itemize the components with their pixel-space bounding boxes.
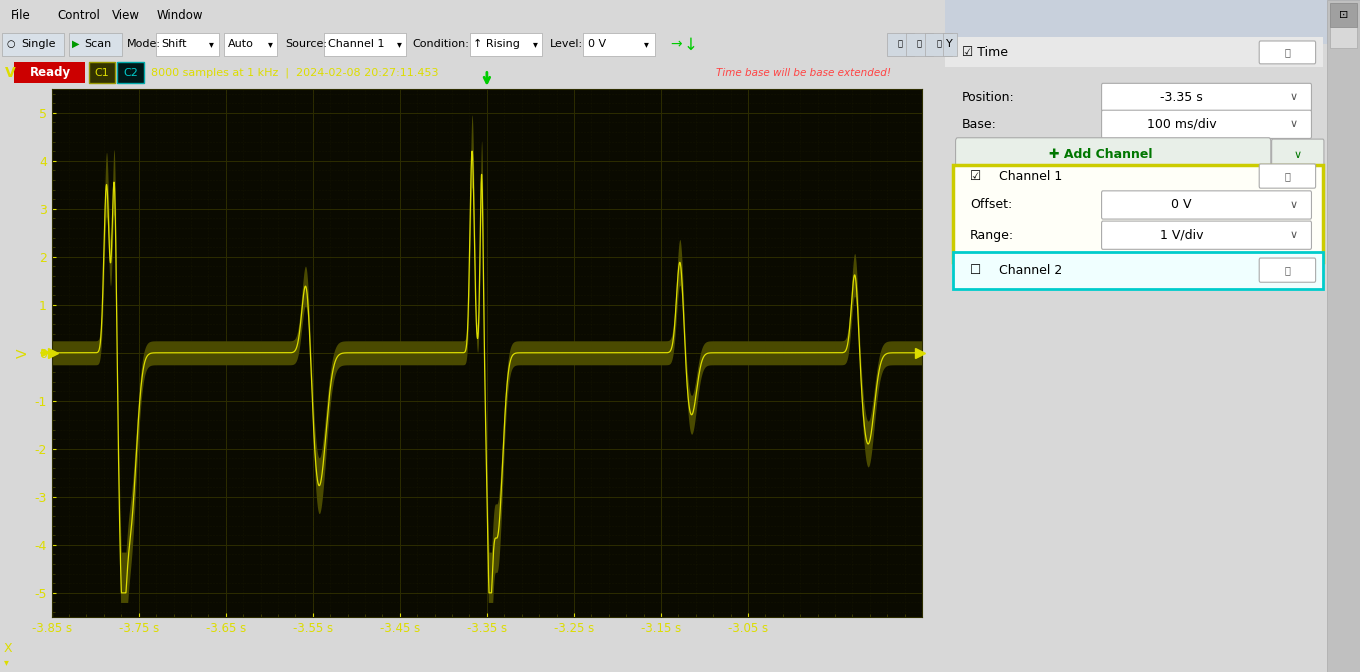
Text: Channel 1: Channel 1 xyxy=(328,39,385,49)
Text: 0 V: 0 V xyxy=(588,39,605,49)
Text: ▾: ▾ xyxy=(397,39,401,49)
Text: ☑ Time: ☑ Time xyxy=(962,46,1008,59)
Text: Single: Single xyxy=(22,39,56,49)
Text: C1: C1 xyxy=(95,68,109,77)
Text: File: File xyxy=(11,9,31,22)
Bar xyxy=(945,37,1323,67)
Text: Window: Window xyxy=(156,9,203,22)
Text: ▾: ▾ xyxy=(645,39,649,49)
Text: ∨: ∨ xyxy=(1293,150,1302,159)
Text: View: View xyxy=(112,9,140,22)
Text: 🔍: 🔍 xyxy=(898,40,903,48)
Text: C2: C2 xyxy=(122,68,137,77)
Text: Auto: Auto xyxy=(228,39,254,49)
FancyBboxPatch shape xyxy=(1330,5,1357,48)
FancyBboxPatch shape xyxy=(1259,258,1315,282)
Bar xyxy=(942,33,957,56)
Text: 👁: 👁 xyxy=(1284,48,1291,57)
Text: →: → xyxy=(670,38,681,52)
Text: ↓: ↓ xyxy=(683,36,698,54)
Bar xyxy=(117,62,144,83)
Text: 1 V/div: 1 V/div xyxy=(1160,228,1204,242)
Text: ∨: ∨ xyxy=(1289,93,1297,102)
Text: X: X xyxy=(4,642,12,655)
Bar xyxy=(887,33,914,56)
Bar xyxy=(953,252,1323,289)
Text: 8000 samples at 1 kHz  |  2024-02-08 20:27:11.453: 8000 samples at 1 kHz | 2024-02-08 20:27… xyxy=(151,67,439,78)
Text: Position:: Position: xyxy=(962,91,1015,104)
Text: 📷: 📷 xyxy=(917,40,922,48)
Bar xyxy=(324,33,405,56)
Text: 🖥: 🖥 xyxy=(936,40,941,48)
Text: 0 V: 0 V xyxy=(1171,198,1191,212)
Bar xyxy=(156,33,219,56)
FancyBboxPatch shape xyxy=(1272,139,1323,170)
FancyBboxPatch shape xyxy=(1102,110,1311,138)
Text: ∨: ∨ xyxy=(1289,120,1297,129)
Text: Offset:: Offset: xyxy=(970,198,1012,212)
Text: Ready: Ready xyxy=(30,66,71,79)
Text: Level:: Level: xyxy=(549,39,582,49)
Text: ▾: ▾ xyxy=(533,39,539,49)
Text: Channel 1: Channel 1 xyxy=(1000,169,1062,183)
Text: 100 ms/div: 100 ms/div xyxy=(1146,118,1216,131)
Text: ☑: ☑ xyxy=(970,169,982,183)
Text: ▾: ▾ xyxy=(4,657,8,667)
FancyBboxPatch shape xyxy=(1259,164,1315,188)
FancyBboxPatch shape xyxy=(1102,191,1311,219)
Text: Base:: Base: xyxy=(962,118,997,131)
Bar xyxy=(1,33,64,56)
Text: ○: ○ xyxy=(7,39,15,49)
Text: ∨: ∨ xyxy=(1289,230,1297,240)
Bar xyxy=(906,33,933,56)
Bar xyxy=(88,62,116,83)
FancyBboxPatch shape xyxy=(956,138,1270,171)
Text: Time base will be base extended!: Time base will be base extended! xyxy=(715,68,891,77)
Text: Scan: Scan xyxy=(84,39,112,49)
Text: Condition:: Condition: xyxy=(412,39,469,49)
Text: ∨: ∨ xyxy=(1289,200,1297,210)
Text: V: V xyxy=(4,66,15,79)
Bar xyxy=(469,33,541,56)
Text: Shift: Shift xyxy=(160,39,186,49)
Text: Control: Control xyxy=(57,9,101,22)
Text: Range:: Range: xyxy=(970,228,1015,242)
Bar xyxy=(583,33,656,56)
Text: 👁: 👁 xyxy=(1284,171,1291,181)
Text: ▾: ▾ xyxy=(268,39,273,49)
Text: ✚ Add Channel: ✚ Add Channel xyxy=(1049,148,1152,161)
Bar xyxy=(945,0,1360,44)
Text: ⊡: ⊡ xyxy=(1340,10,1348,20)
Bar xyxy=(14,62,86,83)
Bar xyxy=(1327,0,1360,672)
Y-axis label: V: V xyxy=(16,348,30,358)
Bar xyxy=(224,33,277,56)
Bar xyxy=(953,165,1323,262)
Text: Mode:: Mode: xyxy=(126,39,160,49)
FancyBboxPatch shape xyxy=(1102,221,1311,249)
Text: Source:: Source: xyxy=(286,39,328,49)
FancyBboxPatch shape xyxy=(1102,83,1311,112)
Text: Channel 2: Channel 2 xyxy=(1000,263,1062,277)
Bar xyxy=(1330,3,1357,28)
Text: ☐: ☐ xyxy=(970,263,982,277)
Bar xyxy=(69,33,122,56)
Text: Y: Y xyxy=(945,39,952,49)
Text: ▶: ▶ xyxy=(72,39,79,49)
FancyBboxPatch shape xyxy=(1259,41,1315,64)
Bar xyxy=(925,33,952,56)
Text: 👁: 👁 xyxy=(1284,265,1291,275)
Text: ↑ Rising: ↑ Rising xyxy=(473,39,520,49)
Text: -3.35 s: -3.35 s xyxy=(1160,91,1204,104)
Text: ▾: ▾ xyxy=(209,39,214,49)
